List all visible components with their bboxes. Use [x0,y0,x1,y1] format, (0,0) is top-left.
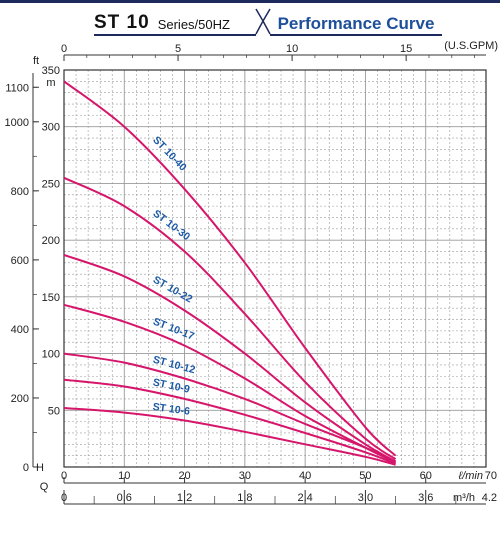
lpm-tick-label: 20 [178,470,190,482]
m3h-tick-label: 0.6 [117,492,132,504]
plot-border [63,69,487,468]
header-series-box: ST 10 Series/50HZ [94,8,256,36]
h-axis-label: H [36,462,44,474]
head-m-tick-label: 100 [42,349,60,361]
ft-tick-label: 0 [23,462,29,474]
lpm-axis-label: ℓ/min [458,470,483,482]
m3h-tick-label: 0 [61,492,67,504]
curve-st-10-30 [63,176,397,460]
curve-st-10-40 [63,80,397,457]
curve-label: ST 10-30 [151,208,193,244]
curve-st-10-22 [63,253,397,463]
header-title-box: Performance Curve [270,8,442,36]
chart-ticks: 0 5 10 15 (U.S.GPM)50100150200250300350m0200… [5,40,498,504]
curve-st-10-9 [63,378,396,465]
series-name: ST 10 [94,12,150,33]
head-m-tick-label: 250 [42,178,60,190]
lpm-tick-label: 60 [420,470,432,482]
header-rule [0,0,500,3]
curve-st-10-12 [63,352,397,464]
chart-grid [64,70,486,467]
curve-label: ST 10-12 [152,354,197,377]
gpm-tick-label: 10 [286,43,298,55]
lpm-tick-label: 70 [485,470,497,482]
m3h-tick-label: 2.4 [297,492,312,504]
ft-tick-label: 200 [11,393,29,405]
head-m-axis-label: m [46,77,55,89]
ft-tick-label: 600 [11,255,29,267]
m3h-tick-label: 3.6 [418,492,433,504]
gpm-tick-label: 5 [175,43,181,55]
header-chevron [255,8,271,35]
ft-axis-label: ft [33,55,39,67]
lpm-tick-label: 50 [359,470,371,482]
lpm-tick-label: 30 [239,470,251,482]
m3h-tick-label: 1.2 [177,492,192,504]
m3h-axis-label: m³/h [453,492,475,504]
series-subtitle: Series/50HZ [157,17,230,32]
head-m-tick-label: 50 [48,405,60,417]
head-m-tick-label: 350 [42,65,60,77]
head-m-tick-label: 200 [42,235,60,247]
ft-tick-label: 1100 [5,82,29,94]
ft-tick-label: 800 [11,186,29,198]
m3h-tick-label: 4.2 [482,492,497,504]
gpm-tick-label: 15 [400,43,412,55]
lpm-tick-label: 0 [61,470,67,482]
lpm-tick-label: 10 [118,470,130,482]
lpm-tick-label: 40 [299,470,311,482]
chart-title: Performance Curve [277,14,435,33]
chart-header: ST 10 Series/50HZ Performance Curve [0,0,500,40]
ft-tick-label: 400 [11,324,29,336]
m3h-tick-label: 1.8 [237,492,252,504]
curve-label: ST 10-6 [152,401,191,418]
chart-curves [63,80,397,466]
ft-tick-label: 1000 [5,117,29,129]
curve-st-10-6 [63,407,396,466]
q-axis-label: Q [40,481,49,493]
gpm-axis-label: (U.S.GPM) [444,40,498,52]
head-m-tick-label: 150 [42,292,60,304]
curve-label: ST 10-40 [150,134,189,174]
chart-frame [32,54,487,505]
head-m-tick-label: 300 [42,122,60,134]
m3h-tick-label: 3.0 [358,492,373,504]
gpm-tick-label: 0 [61,43,67,55]
